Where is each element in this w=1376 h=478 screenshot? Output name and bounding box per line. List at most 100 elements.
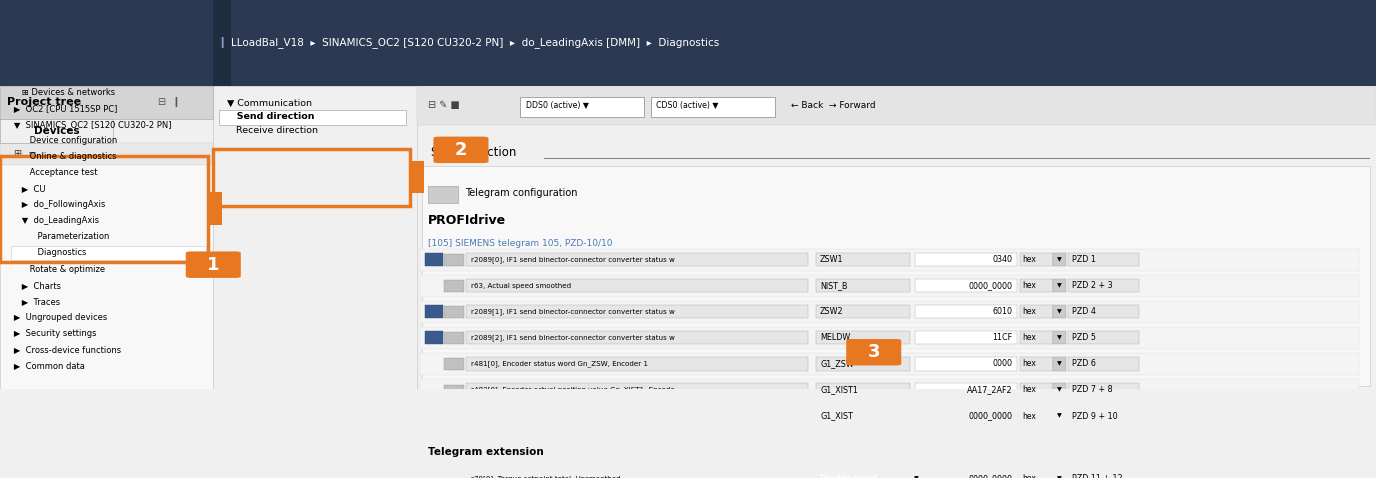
Text: ★ Add new device: ★ Add new device [6, 72, 98, 81]
Text: LLoadBal_V18  ▸  SINAMICS_OC2 [S120 CU320-2 PN]  ▸  do_LeadingAxis [DMM]  ▸  Dia: LLoadBal_V18 ▸ SINAMICS_OC2 [S120 CU320-… [231, 37, 720, 48]
Bar [910, 472, 923, 478]
Bar [466, 305, 808, 318]
Bar [1068, 472, 1139, 478]
Text: Project tree: Project tree [7, 97, 81, 107]
Bar [915, 253, 1017, 266]
Text: PZD 9 + 10: PZD 9 + 10 [1072, 412, 1117, 421]
Bar [1068, 383, 1139, 397]
Bar [915, 279, 1017, 293]
Bar [915, 410, 1017, 423]
Text: Device configuration: Device configuration [6, 136, 117, 145]
Text: PZD 7 + 8: PZD 7 + 8 [1072, 385, 1113, 394]
Text: 1: 1 [206, 256, 220, 274]
Bar [651, 97, 775, 117]
Bar [420, 467, 1359, 478]
Text: r483[0], Encoder actual position value Gn_XIST2, Encode: r483[0], Encoder actual position value G… [471, 413, 674, 420]
Text: r482[0], Encoder actual position value Gn_XIST1, Encode: r482[0], Encoder actual position value G… [471, 387, 674, 393]
Bar [1020, 253, 1053, 266]
Text: ▼: ▼ [1057, 283, 1062, 288]
Bar [816, 472, 910, 478]
Text: MELDW: MELDW [820, 333, 850, 342]
Text: Control/status words: Control/status words [227, 62, 325, 71]
Bar [1068, 279, 1139, 293]
Bar [444, 473, 464, 478]
Bar [422, 166, 1370, 386]
Bar [1020, 279, 1053, 293]
Bar [1053, 472, 1066, 478]
Bar [213, 0, 231, 86]
Text: Devices: Devices [33, 126, 80, 136]
Text: ▶  CU: ▶ CU [6, 184, 45, 193]
Bar [0, 156, 208, 261]
Bar [816, 279, 910, 293]
Text: G1_XIST1: G1_XIST1 [820, 385, 859, 394]
Bar [11, 246, 206, 261]
Text: r63, Actual speed smoothed: r63, Actual speed smoothed [471, 282, 571, 289]
Bar [1068, 331, 1139, 345]
Text: ▶  Traces: ▶ Traces [6, 297, 59, 306]
Text: Online & diagnostics: Online & diagnostics [6, 152, 116, 162]
Bar [816, 253, 910, 266]
Bar [915, 472, 1017, 478]
FancyBboxPatch shape [186, 251, 241, 278]
Bar [466, 279, 808, 293]
Text: 0000_0000: 0000_0000 [969, 474, 1013, 478]
Text: ▼: ▼ [1057, 336, 1062, 340]
Text: G1_ZSW: G1_ZSW [820, 359, 854, 369]
Bar [417, 86, 1376, 389]
Bar [420, 353, 1359, 375]
Bar [1053, 279, 1066, 293]
Text: ▶  Ungrouped devices: ▶ Ungrouped devices [6, 314, 107, 323]
Bar [0, 86, 213, 119]
Bar [410, 161, 424, 194]
Bar [466, 357, 808, 370]
Text: [105] SIEMENS telegram 105, PZD-10/10: [105] SIEMENS telegram 105, PZD-10/10 [428, 239, 612, 248]
Text: ZSW1: ZSW1 [820, 255, 843, 264]
Bar [444, 358, 464, 370]
Bar [1068, 253, 1139, 266]
Bar [1020, 383, 1053, 397]
Text: PZD 6: PZD 6 [1072, 359, 1095, 369]
Text: ⊟  ❙: ⊟ ❙ [158, 97, 180, 107]
Text: Status parameter: Status parameter [227, 77, 311, 86]
Text: ⊞ Devices & networks: ⊞ Devices & networks [6, 88, 114, 97]
Text: r481[0], Encoder status word Gn_ZSW, Encoder 1: r481[0], Encoder status word Gn_ZSW, Enc… [471, 360, 648, 367]
Bar [1053, 253, 1066, 266]
Bar [1068, 410, 1139, 423]
Text: Send direction: Send direction [227, 112, 315, 121]
Text: ▼: ▼ [914, 476, 919, 478]
Bar [816, 331, 910, 345]
Text: Telegram extension: Telegram extension [428, 447, 544, 457]
Bar [420, 380, 1359, 402]
Text: hex: hex [1022, 474, 1036, 478]
Text: Rotate & optimize: Rotate & optimize [6, 265, 105, 274]
Text: r2089[1], IF1 send binector-connector converter status w: r2089[1], IF1 send binector-connector co… [471, 308, 674, 315]
Text: r79[0], Torque setpoint total, Unsmoothed: r79[0], Torque setpoint total, Unsmoothe… [471, 475, 621, 478]
Text: ▶  Cross-device functions: ▶ Cross-device functions [6, 346, 121, 354]
Text: ▶  OC2 [CPU 1515SP PC]: ▶ OC2 [CPU 1515SP PC] [6, 104, 117, 113]
Text: 3: 3 [867, 343, 881, 361]
Bar [915, 331, 1017, 345]
Bar [1020, 357, 1053, 370]
Bar [816, 383, 910, 397]
Text: ⊞  ≡: ⊞ ≡ [14, 149, 36, 159]
FancyBboxPatch shape [433, 137, 488, 163]
Bar [1020, 410, 1053, 423]
Bar [1053, 410, 1066, 423]
Bar [420, 405, 1359, 427]
Text: DDS0 (active) ▼: DDS0 (active) ▼ [526, 100, 589, 109]
Bar [1053, 383, 1066, 397]
Text: PZD 4: PZD 4 [1072, 307, 1095, 316]
Text: hex: hex [1022, 281, 1036, 290]
Text: Telegram configuration: Telegram configuration [465, 188, 578, 198]
Text: Receive direction: Receive direction [227, 126, 318, 135]
Text: ▶  do_FollowingAxis: ▶ do_FollowingAxis [6, 200, 105, 209]
Bar [1020, 331, 1053, 345]
Bar [915, 357, 1017, 370]
Bar [420, 301, 1359, 323]
FancyBboxPatch shape [846, 339, 901, 366]
Bar [0, 143, 213, 389]
Text: Missing enables: Missing enables [227, 46, 303, 55]
Text: r2089[2], IF1 send binector-connector converter status w: r2089[2], IF1 send binector-connector co… [471, 335, 674, 341]
Bar [420, 249, 1359, 271]
